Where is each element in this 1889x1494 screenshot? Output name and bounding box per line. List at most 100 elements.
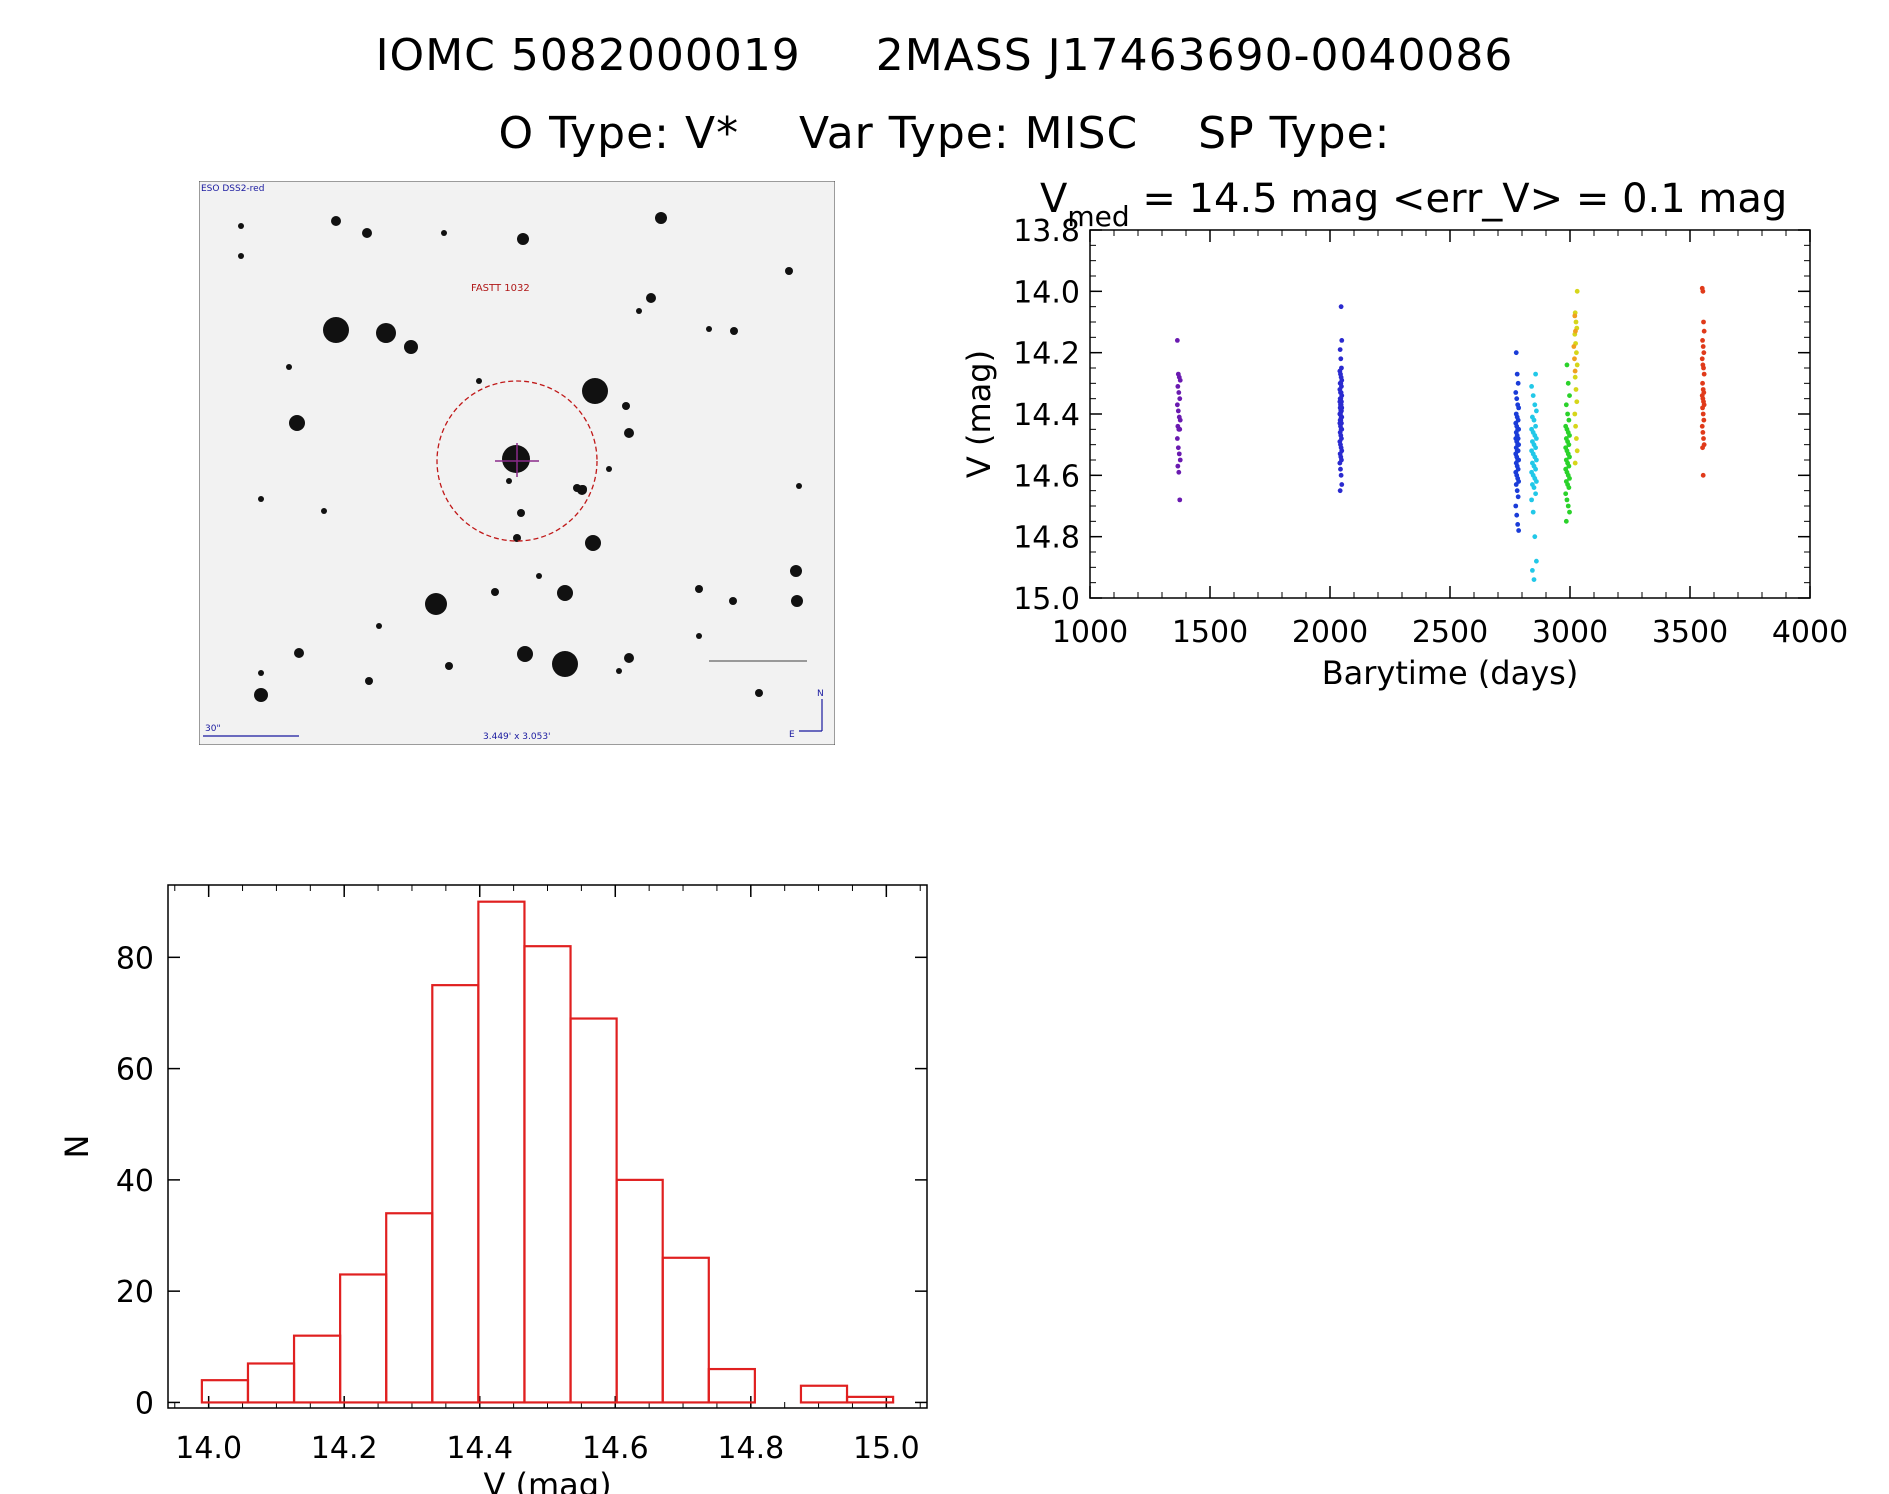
lc-x-axis-label: Barytime (days) bbox=[1322, 654, 1579, 692]
hist-bar bbox=[799, 1384, 849, 1404]
hist-bar bbox=[661, 1256, 710, 1404]
lc-data-point bbox=[1534, 436, 1539, 441]
lc-data-point bbox=[1177, 497, 1183, 503]
lc-data-point bbox=[1174, 436, 1180, 441]
lc-data-point bbox=[1533, 371, 1538, 377]
lc-data-point bbox=[1534, 408, 1539, 414]
lc-data-point bbox=[1567, 509, 1572, 515]
lc-data-point bbox=[1572, 368, 1578, 374]
lc-data-point bbox=[1176, 451, 1182, 457]
lc-data-point bbox=[1700, 430, 1706, 435]
lc-axes: 1000 1500 2000 2500 3000 3500 4000 13.8 14.0 14.2… bbox=[1013, 214, 1848, 650]
lc-data-point bbox=[1563, 491, 1569, 497]
lc-data-point bbox=[1174, 338, 1180, 343]
lc-y-tick-label: 14.6 bbox=[1013, 459, 1080, 494]
lc-data-point bbox=[1531, 485, 1537, 490]
lc-data-point bbox=[1175, 463, 1181, 469]
hist-axes: 14.0 14.2 14.4 14.6 14.8 15.0 0 20 40 60 80 bbox=[116, 885, 927, 1466]
lc-data-point bbox=[1567, 454, 1572, 460]
lc-data-point bbox=[1700, 405, 1705, 411]
lc-data-point bbox=[1533, 491, 1538, 497]
hist-y-tick-label: 80 bbox=[116, 941, 154, 976]
lc-x-tick-label: 3000 bbox=[1532, 615, 1608, 650]
lc-data-point bbox=[1566, 442, 1572, 448]
lc-data-point bbox=[1701, 350, 1707, 356]
lc-data-point bbox=[1574, 350, 1579, 356]
lc-data-point bbox=[1701, 417, 1707, 423]
lc-data-point bbox=[1530, 509, 1536, 515]
lc-data-point bbox=[1531, 417, 1537, 423]
light-curve-chart: Vmed = 14.5 mag <err_V> = 0.1 mag 1000 15… bbox=[960, 176, 1848, 692]
lc-data-point bbox=[1339, 482, 1345, 487]
lc-data-point bbox=[1573, 423, 1578, 429]
lc-y-tick-label: 13.8 bbox=[1013, 214, 1080, 249]
lc-data-point bbox=[1564, 362, 1570, 368]
north-label: N bbox=[817, 689, 824, 699]
target-label: FASTT 1032 bbox=[471, 283, 530, 294]
lc-y-tick-label: 14.0 bbox=[1013, 275, 1080, 310]
lc-data-point bbox=[1566, 417, 1572, 423]
lc-data-point bbox=[1571, 344, 1577, 349]
lc-y-tick-label: 14.4 bbox=[1013, 398, 1080, 433]
hist-bar bbox=[339, 1273, 388, 1404]
lc-data-point bbox=[1177, 396, 1183, 402]
lc-data-point bbox=[1572, 374, 1578, 380]
lc-data-point bbox=[1514, 396, 1520, 402]
lc-y-tick-label: 14.2 bbox=[1013, 337, 1080, 372]
histogram-chart: 14.0 14.2 14.4 14.6 14.8 15.0 0 20 40 60 80 V (mag… bbox=[58, 884, 928, 1494]
lc-x-tick-label: 3500 bbox=[1652, 615, 1728, 650]
hist-x-tick-label: 15.0 bbox=[853, 1431, 920, 1466]
lc-data-point bbox=[1574, 448, 1580, 454]
lc-data-point bbox=[1515, 494, 1521, 500]
hist-y-tick-label: 40 bbox=[116, 1164, 154, 1199]
lc-data-point bbox=[1530, 393, 1536, 398]
lc-data-point bbox=[1514, 512, 1520, 518]
lc-data-point bbox=[1563, 402, 1569, 408]
lc-data-point bbox=[1513, 482, 1519, 487]
lc-data-point bbox=[1176, 390, 1182, 395]
lc-data-point bbox=[1572, 356, 1577, 362]
lc-data-point bbox=[1514, 371, 1520, 377]
hist-bar bbox=[569, 1017, 618, 1404]
lc-data-point bbox=[1530, 568, 1535, 573]
lc-data-point bbox=[1701, 328, 1707, 334]
lc-data-point bbox=[1337, 460, 1343, 466]
title-line-1: IOMC 5082000019 2MASS J17463690-0040086 bbox=[0, 30, 1889, 81]
hist-bar bbox=[385, 1212, 434, 1404]
lc-data-point bbox=[1175, 384, 1181, 389]
lc-data-point bbox=[1531, 577, 1537, 582]
hist-bar bbox=[707, 1367, 756, 1404]
lc-data-point bbox=[1567, 476, 1572, 481]
lc-data-point bbox=[1700, 380, 1705, 386]
star-name: 2MASS J17463690-0040086 bbox=[875, 30, 1514, 81]
hist-y-tick-label: 0 bbox=[135, 1386, 154, 1421]
hist-bar bbox=[523, 945, 572, 1404]
lc-data-point bbox=[1177, 377, 1183, 383]
lc-title-prefix: V bbox=[1040, 176, 1068, 222]
hist-x-tick-label: 14.8 bbox=[717, 1431, 784, 1466]
lc-data-point bbox=[1339, 338, 1345, 343]
hist-x-tick-label: 14.2 bbox=[311, 1431, 378, 1466]
lc-data-point bbox=[1565, 380, 1571, 386]
hist-x-axis-label: V (mag) bbox=[483, 1466, 611, 1494]
hist-bar bbox=[246, 1362, 296, 1404]
lc-data-point bbox=[1338, 304, 1344, 310]
hist-x-tick-label: 14.0 bbox=[175, 1431, 242, 1466]
lc-x-tick-label: 1500 bbox=[1172, 615, 1248, 650]
hist-bar bbox=[292, 1334, 342, 1404]
fov-label: 3.449' x 3.053' bbox=[483, 732, 551, 742]
lc-data-point bbox=[1574, 362, 1580, 368]
lc-data-point bbox=[1175, 445, 1181, 451]
lc-data-point bbox=[1566, 485, 1572, 490]
lc-data-point bbox=[1701, 319, 1706, 325]
lc-data-point bbox=[1572, 411, 1578, 417]
hist-bar bbox=[615, 1178, 664, 1404]
hist-x-tick-label: 14.4 bbox=[446, 1431, 513, 1466]
star-id: IOMC 5082000019 bbox=[375, 30, 801, 81]
lc-data-point bbox=[1513, 503, 1519, 509]
lc-data-point bbox=[1700, 344, 1706, 349]
lc-data-point bbox=[1533, 445, 1538, 451]
lc-data-point bbox=[1700, 288, 1706, 294]
lc-x-tick-label: 4000 bbox=[1772, 615, 1848, 650]
lc-data-point bbox=[1567, 393, 1572, 398]
